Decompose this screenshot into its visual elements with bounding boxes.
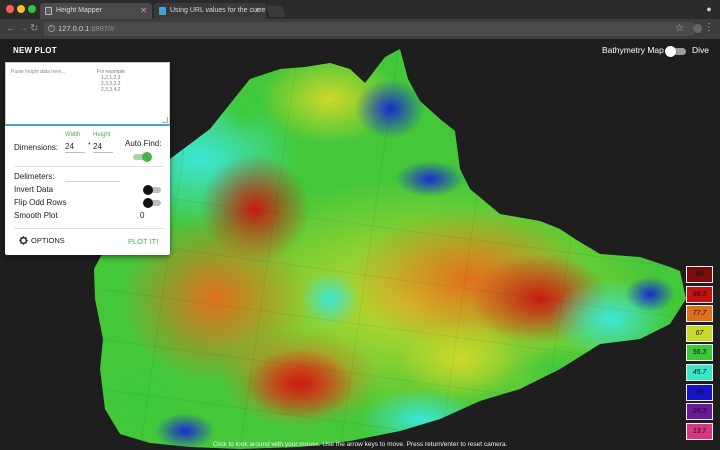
flip-toggle-track[interactable] — [145, 200, 161, 206]
invert-data-label: Invert Data — [14, 185, 54, 194]
legend-swatch: 88.3 — [686, 285, 713, 303]
height-input[interactable]: 24 — [93, 142, 113, 153]
dive-label[interactable]: Dive — [692, 45, 710, 55]
auto-find-toggle-track[interactable] — [133, 154, 149, 160]
legend-swatch: 26.3 — [686, 403, 713, 421]
invert-toggle-knob[interactable] — [143, 185, 153, 195]
incognito-icon: ● — [706, 4, 712, 14]
smooth-plot-label: Smooth Plot — [14, 211, 58, 220]
page-icon — [45, 7, 52, 15]
example-line: 2,3,3,4,2 — [101, 87, 121, 93]
gear-icon[interactable] — [19, 236, 28, 245]
height-label: Height — [93, 132, 111, 138]
terrain-viewport[interactable]: NEW PLOT Bathymetry Map Dive Paste heigh… — [0, 39, 720, 450]
bathymetry-map-label: Bathymetry Map — [602, 45, 664, 55]
invert-toggle-track[interactable] — [145, 187, 161, 193]
browser-menu-icon[interactable]: ⋮ — [704, 22, 714, 33]
dimension-separator: * — [88, 142, 91, 149]
camera-hint: Click to look around with your mouse. Us… — [212, 441, 508, 448]
smooth-plot-value[interactable]: 0 — [140, 211, 145, 220]
width-label: Width — [65, 132, 81, 138]
example-line: 1,2,1,2,3 — [101, 75, 121, 81]
options-button[interactable]: OPTIONS — [31, 236, 65, 245]
tab-title: Using URL values for the curre — [170, 7, 266, 14]
auto-find-toggle-knob[interactable] — [142, 152, 152, 162]
minimize-window-button[interactable] — [17, 5, 25, 13]
url-host: 127.0.0.1 — [58, 24, 90, 33]
divider — [14, 228, 164, 229]
example-title: For example: — [97, 69, 127, 75]
url-port: :8887/# — [89, 24, 115, 33]
reload-icon[interactable]: ↻ — [30, 23, 39, 34]
back-icon[interactable]: ← — [6, 23, 16, 34]
legend-swatch: 89 — [686, 266, 713, 283]
legend-swatch: 67 — [686, 324, 713, 342]
maximize-window-button[interactable] — [28, 5, 36, 13]
bookmark-star-icon[interactable]: ☆ — [675, 23, 684, 34]
divider — [14, 166, 164, 167]
close-tab-icon[interactable]: ✕ — [140, 6, 147, 15]
flip-odd-rows-label: Flip Odd Rows — [14, 198, 67, 207]
tab-height-mapper[interactable]: Height Mapper ✕ — [40, 3, 152, 19]
bathymetry-toggle-track[interactable] — [668, 48, 686, 55]
auto-find-label: Auto Find: — [125, 139, 162, 148]
resize-handle-icon[interactable] — [162, 117, 168, 123]
dimensions-label: Dimensions: — [14, 143, 59, 152]
legend-swatch: 13.7 — [686, 422, 713, 440]
close-window-button[interactable] — [6, 5, 14, 13]
site-icon — [159, 7, 166, 15]
address-bar[interactable]: i 127.0.0.1:8887/# — [44, 22, 694, 36]
tab-title: Height Mapper — [56, 7, 102, 14]
delimeters-label: Delimeters: — [14, 172, 55, 181]
bathymetry-toggle-knob[interactable] — [665, 46, 676, 57]
extension-icon[interactable] — [693, 24, 702, 33]
new-tab-button[interactable] — [265, 6, 287, 17]
example-line: 2,3,3,2,3 — [101, 81, 121, 87]
close-tab-icon[interactable]: ✕ — [254, 6, 261, 15]
legend-swatch: 35 — [686, 383, 713, 401]
browser-toolbar: ← → ↻ i 127.0.0.1:8887/# ☆ ⋮ — [0, 19, 720, 39]
flip-toggle-knob[interactable] — [143, 198, 153, 208]
new-plot-panel: Paste height data here... For example: 1… — [5, 62, 170, 255]
legend-swatch: 77.7 — [686, 305, 713, 323]
legend-swatch: 45.7 — [686, 364, 713, 381]
width-input[interactable]: 24 — [65, 142, 85, 153]
legend-swatch: 56.3 — [686, 344, 713, 362]
textarea-placeholder: Paste height data here... — [11, 69, 66, 75]
forward-icon[interactable]: → — [18, 23, 28, 34]
browser-tab-bar: Height Mapper ✕ Using URL values for the… — [0, 0, 720, 19]
plot-it-button[interactable]: PLOT IT! — [128, 237, 159, 246]
info-icon[interactable]: i — [48, 25, 55, 32]
tab-url-values[interactable]: Using URL values for the curre ✕ — [154, 3, 266, 19]
delimeters-input[interactable] — [65, 181, 120, 182]
new-plot-button[interactable]: NEW PLOT — [13, 46, 57, 55]
height-data-textarea[interactable]: Paste height data here... For example: 1… — [5, 62, 170, 126]
